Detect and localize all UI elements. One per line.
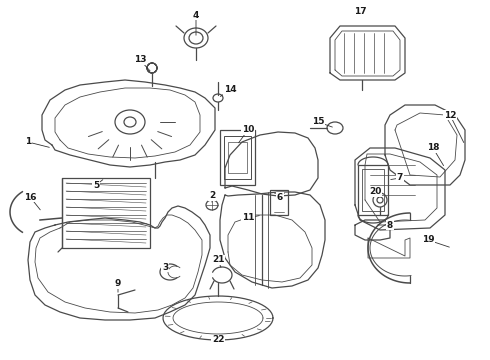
- Text: 18: 18: [427, 144, 439, 153]
- Text: 11: 11: [242, 213, 254, 222]
- Text: 20: 20: [369, 188, 381, 197]
- Text: 16: 16: [24, 193, 36, 202]
- Text: 6: 6: [277, 193, 283, 202]
- Text: 22: 22: [212, 336, 224, 345]
- Bar: [228, 142, 247, 173]
- Text: 13: 13: [134, 55, 146, 64]
- Text: 5: 5: [93, 180, 99, 189]
- Text: 1: 1: [25, 138, 31, 147]
- Text: 8: 8: [387, 220, 393, 230]
- Bar: [220, 130, 255, 185]
- Bar: [224, 136, 251, 179]
- Text: 15: 15: [312, 117, 324, 126]
- Bar: [270, 190, 288, 215]
- Text: 14: 14: [224, 85, 236, 94]
- Bar: [358, 165, 388, 215]
- Bar: [62, 178, 150, 248]
- Bar: [362, 169, 384, 211]
- Text: 10: 10: [242, 126, 254, 135]
- Text: 12: 12: [444, 111, 456, 120]
- Text: 7: 7: [397, 174, 403, 183]
- Text: 2: 2: [209, 192, 215, 201]
- Text: 21: 21: [212, 256, 224, 265]
- Text: 19: 19: [422, 235, 434, 244]
- Text: 17: 17: [354, 8, 367, 17]
- Text: 9: 9: [115, 279, 121, 288]
- Text: 3: 3: [162, 262, 168, 271]
- Text: 4: 4: [193, 10, 199, 19]
